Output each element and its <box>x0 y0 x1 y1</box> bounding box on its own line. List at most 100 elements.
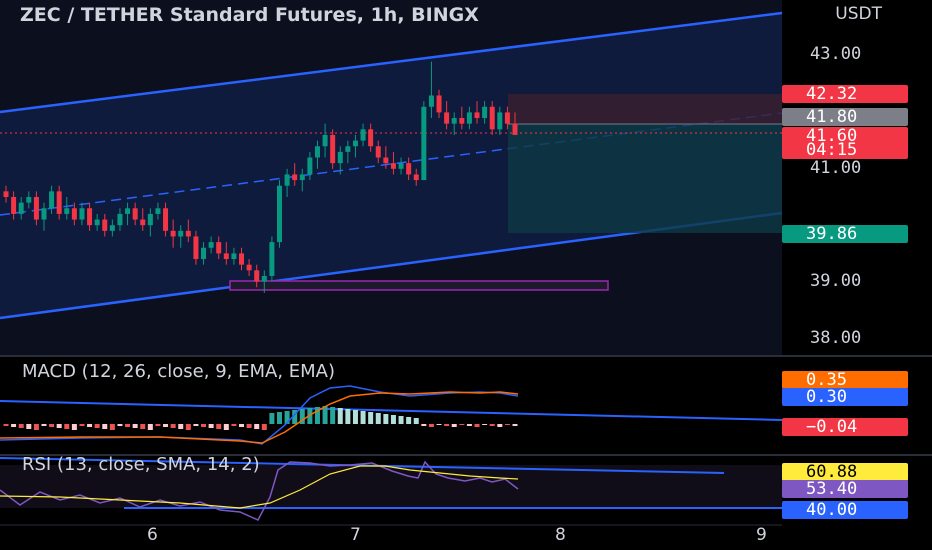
candle-body <box>428 95 434 107</box>
candle-body <box>71 208 77 220</box>
candle-body <box>163 208 169 231</box>
macd-bar <box>368 412 374 424</box>
macd-bar <box>125 424 131 427</box>
macd-bar <box>246 424 252 428</box>
macd-bar <box>33 424 39 430</box>
price-tick: 41.00 <box>810 158 862 178</box>
macd-bar <box>94 424 100 428</box>
macd-bar <box>428 424 434 427</box>
macd-bar <box>49 424 55 427</box>
macd-bar <box>337 408 343 424</box>
macd-bar <box>360 411 366 424</box>
candle-body <box>79 208 85 220</box>
macd-bar <box>398 416 404 424</box>
stop-price-tag: 39.86 <box>782 225 908 243</box>
macd-bar <box>231 424 237 426</box>
macd-bar <box>466 424 472 426</box>
candle-body <box>185 230 191 237</box>
macd-bar <box>261 424 267 430</box>
rsi-sma-line <box>0 465 519 509</box>
rsi-tag-rsi: 53.40 <box>782 480 908 498</box>
candle-body <box>33 197 39 220</box>
candle-body <box>383 157 389 164</box>
candle-body <box>299 174 305 181</box>
candle-body <box>459 118 465 124</box>
macd-bar <box>352 410 358 424</box>
macd-bar <box>223 424 229 430</box>
macd-bar <box>504 424 510 425</box>
position-stop-zone[interactable] <box>508 124 782 233</box>
candle-body <box>390 163 396 169</box>
candle-body <box>269 242 275 276</box>
macd-tag-hist: −0.04 <box>782 418 908 436</box>
candle-body <box>276 185 282 243</box>
candle-body <box>155 208 161 214</box>
candle-body <box>261 275 267 282</box>
candle-body <box>49 191 55 209</box>
macd-bar <box>383 414 389 424</box>
price-tick: 38.00 <box>810 328 862 348</box>
rsi-tag-sma: 60.88 <box>782 463 908 481</box>
entry-price-tag: 41.80 <box>782 108 908 126</box>
macd-bar <box>117 424 123 426</box>
macd-bar <box>56 424 62 428</box>
candle-body <box>398 163 404 169</box>
candle-body <box>444 112 450 124</box>
macd-bar <box>292 410 298 424</box>
candle-body <box>87 208 93 226</box>
macd-bar <box>109 424 115 430</box>
macd-bar <box>11 424 17 427</box>
candle-body <box>504 112 510 124</box>
macd-trendline <box>0 400 783 421</box>
macd-bar <box>3 424 9 426</box>
candle-body <box>26 197 32 203</box>
macd-bar <box>239 424 245 427</box>
candle-body <box>231 253 237 260</box>
macd-bar <box>489 424 495 426</box>
time-tick: 9 <box>756 525 767 545</box>
rsi-label[interactable]: RSI (13, close, SMA, 14, 2) <box>22 454 260 475</box>
rsi-tag-level: 40.00 <box>782 501 908 519</box>
macd-bar <box>155 424 161 426</box>
macd-bar <box>444 424 450 426</box>
candle-body <box>345 146 351 152</box>
macd-bar <box>26 424 32 429</box>
position-target-zone[interactable] <box>508 94 782 124</box>
macd-bar <box>322 406 328 424</box>
macd-histogram <box>3 406 518 430</box>
candle-body <box>352 140 358 147</box>
candle-body <box>512 123 518 135</box>
support-box[interactable] <box>229 280 609 291</box>
countdown-tag: 04:15 <box>782 141 908 159</box>
macd-bar <box>64 424 70 429</box>
macd-bar <box>421 424 427 426</box>
macd-bar <box>163 424 169 427</box>
price-tick: 43.00 <box>810 44 862 64</box>
macd-bar <box>254 424 260 429</box>
macd-bar <box>18 424 24 428</box>
time-tick: 6 <box>147 525 158 545</box>
macd-label[interactable]: MACD (12, 26, close, 9, EMA, EMA) <box>22 361 335 382</box>
price-tick: 39.00 <box>810 271 862 291</box>
candle-body <box>178 230 184 237</box>
macd-bar <box>314 407 320 424</box>
candle-body <box>482 106 488 119</box>
macd-bar <box>390 415 396 424</box>
macd-bar <box>147 424 153 430</box>
candle-body <box>41 208 47 220</box>
candle-body <box>436 95 442 113</box>
candle-body <box>292 174 298 181</box>
macd-bar <box>276 412 282 424</box>
macd-bar <box>482 424 488 425</box>
candle-body <box>406 163 412 175</box>
candle-body <box>109 225 115 231</box>
macd-bar <box>284 411 290 424</box>
candle-body <box>330 134 336 164</box>
macd-bar <box>71 424 77 430</box>
candle-body <box>132 208 138 220</box>
candle-body <box>102 219 108 231</box>
macd-bar <box>406 417 412 424</box>
currency-label: USDT <box>835 4 882 24</box>
candle-body <box>125 208 131 214</box>
